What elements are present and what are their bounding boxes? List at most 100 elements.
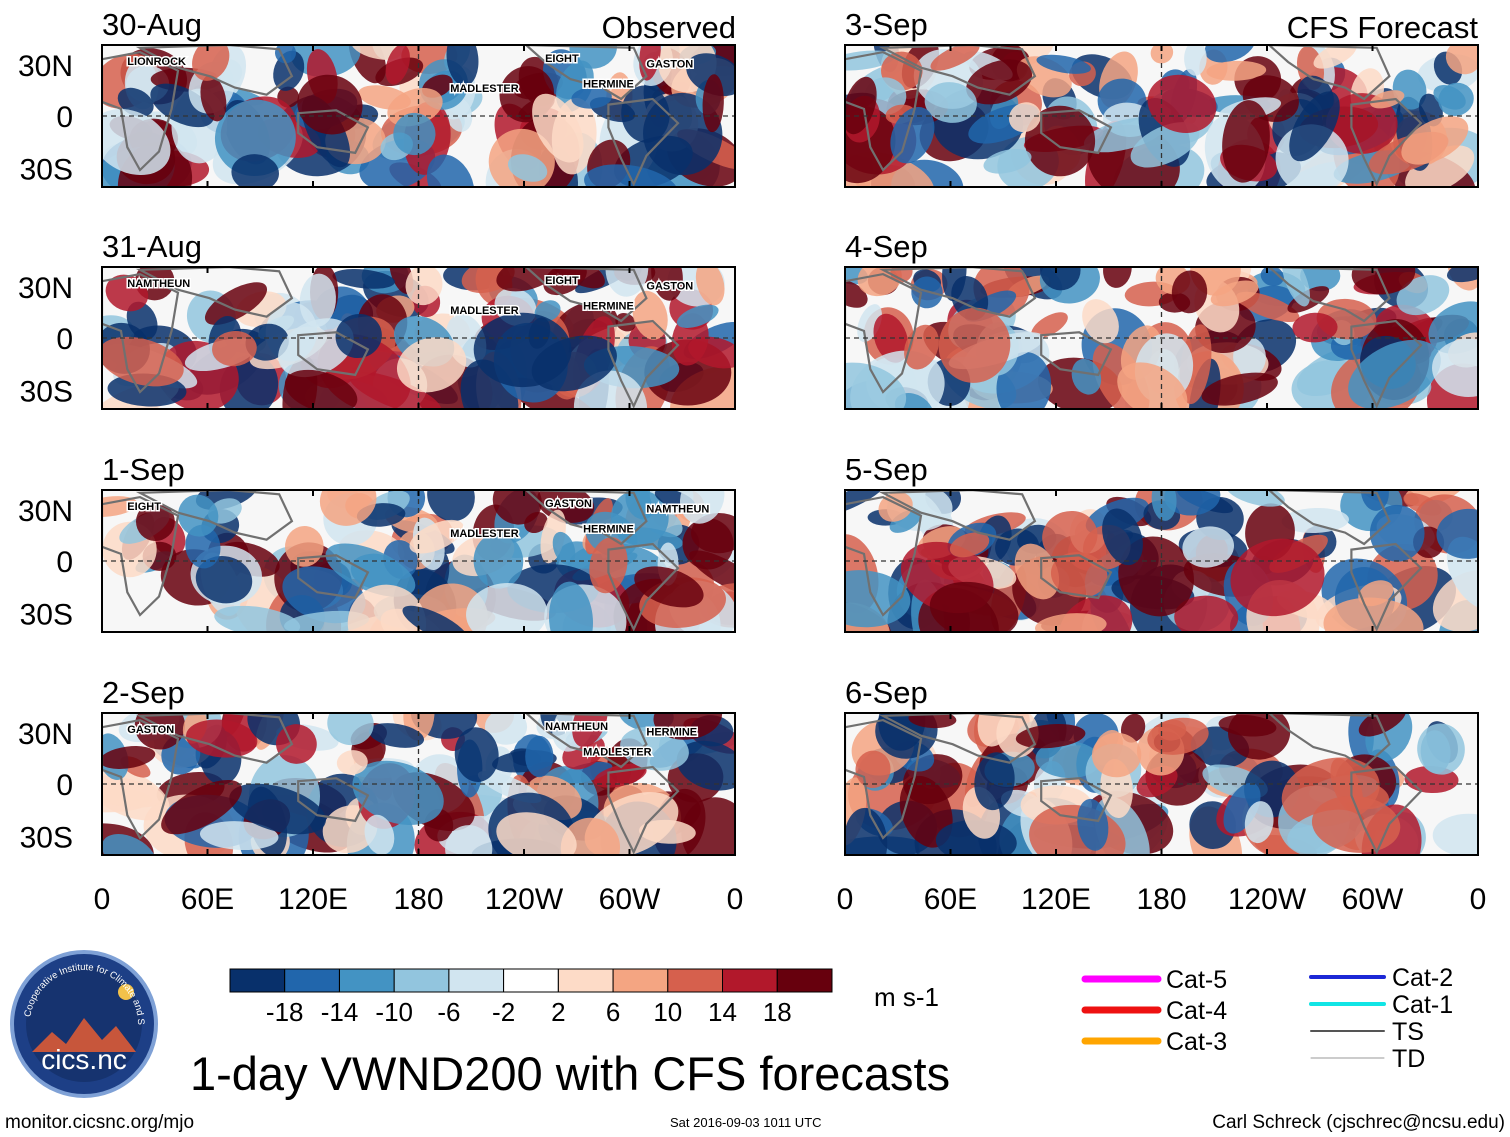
figure-title: 1-day VWND200 with CFS forecasts [190, 1047, 950, 1100]
x-tick-label: 120E [1021, 883, 1091, 916]
storm-label: GASTON [127, 724, 174, 736]
y-tick-label: 30S [20, 599, 73, 632]
x-tick-label: 180 [393, 883, 443, 916]
wind-field [102, 490, 735, 632]
storm-label: NAMTHEUN [127, 278, 190, 290]
colorbar-swatch [284, 968, 340, 993]
logo-text: cics.nc [41, 1044, 127, 1075]
y-tick-label: 0 [56, 323, 73, 356]
legend-label: Cat-1 [1392, 991, 1453, 1019]
map-panel-31-Aug: 31-Aug 30N 0 30S NAMTHEUN EIGHT GASTON HERMINE M… [18, 229, 736, 410]
author-credit: Carl Schreck (cjschrec@ncsu.edu) [1212, 1112, 1505, 1133]
wind-field [845, 45, 1478, 187]
legend-label: TD [1392, 1045, 1425, 1073]
wind-field [102, 45, 735, 187]
colorbar-swatch [393, 968, 450, 993]
map-panel-2-Sep: 2-Sep 30N 0 30S GASTON NAMTHEUN HERMINE MADLEST… [18, 675, 736, 856]
storm-label: GASTON [646, 281, 693, 293]
colorbar-swatch [557, 968, 614, 993]
storm-label: NAMTHEUN [646, 504, 709, 516]
colorbar-label: -10 [375, 997, 413, 1027]
map-panel-4-Sep: 4-Sep [844, 229, 1479, 410]
storm-label: GASTON [545, 498, 592, 510]
x-tick-label: 180 [1136, 883, 1186, 916]
colorbar-label: 10 [653, 997, 682, 1027]
panel-date: 1-Sep [102, 452, 185, 487]
map-panel-1-Sep: 1-Sep 30N 0 30S EIGHT GASTON NAMTHEUN HERMINE MA… [18, 452, 736, 633]
map-panel-5-Sep: 5-Sep [844, 452, 1479, 633]
storm-label: MADLESTER [450, 83, 519, 95]
panel-date: 3-Sep [845, 7, 928, 42]
storm-label: EIGHT [545, 275, 579, 287]
storm-label: LIONROCK [127, 56, 186, 68]
map-panel-6-Sep: 6-Sep [844, 675, 1479, 856]
storm-label: EIGHT [127, 501, 161, 513]
x-tick-label: 120W [1228, 883, 1307, 916]
y-tick-label: 30S [20, 822, 73, 855]
colorbar-swatch [503, 968, 559, 993]
y-tick-label: 30N [18, 718, 73, 751]
storm-label: MADLESTER [450, 305, 519, 317]
wind-field [845, 713, 1478, 855]
colorbar-swatch [229, 968, 286, 993]
y-tick-label: 30S [20, 376, 73, 409]
colorbar-label: -14 [321, 997, 359, 1027]
y-tick-label: 0 [56, 769, 73, 802]
legend-label: Cat-5 [1166, 966, 1227, 994]
legend-label: Cat-3 [1166, 1028, 1227, 1056]
legend-label: TS [1392, 1018, 1424, 1046]
map-panel-3-Sep: 3-Sep [844, 7, 1479, 188]
wind-field [102, 713, 735, 855]
y-tick-label: 30N [18, 495, 73, 528]
panel-date: 6-Sep [845, 675, 928, 710]
storm-label: EIGHT [545, 53, 579, 65]
colorbar-label: 18 [763, 997, 792, 1027]
x-tick-label: 60W [599, 883, 661, 916]
colorbar-label: -18 [266, 997, 304, 1027]
colorbar-label: 2 [551, 997, 565, 1027]
x-tick-label: 60W [1342, 883, 1404, 916]
storm-label: MADLESTER [583, 747, 652, 759]
x-tick-label: 60E [924, 883, 977, 916]
panel-date: 31-Aug [102, 229, 202, 264]
storm-label: HERMINE [583, 301, 634, 313]
storm-label: HERMINE [646, 727, 697, 739]
x-tick-label: 120E [278, 883, 348, 916]
legend-label: Cat-2 [1392, 964, 1453, 992]
y-tick-label: 30N [18, 50, 73, 83]
colorbar-label: 6 [606, 997, 620, 1027]
x-tick-label: 120W [485, 883, 564, 916]
x-tick-label: 0 [94, 883, 111, 916]
panel-date: 30-Aug [102, 7, 202, 42]
colorbar-label: 14 [708, 997, 737, 1027]
storm-label: MADLESTER [450, 528, 519, 540]
x-tick-label: 0 [837, 883, 854, 916]
observed-header: Observed [602, 10, 736, 45]
y-tick-label: 0 [56, 101, 73, 134]
colorbar-swatch [722, 968, 778, 993]
colorbar-swatch [448, 968, 505, 993]
storm-label: HERMINE [583, 79, 634, 91]
x-tick-label: 0 [1470, 883, 1487, 916]
colorbar-swatch [667, 968, 723, 993]
y-tick-label: 30S [20, 154, 73, 187]
legend-label: Cat-4 [1166, 997, 1227, 1025]
wind-field [102, 267, 735, 409]
colorbar-swatch [612, 968, 669, 993]
sun-icon [118, 984, 134, 1000]
colorbar-label: -6 [437, 997, 460, 1027]
forecast-header: CFS Forecast [1287, 10, 1479, 45]
storm-label: HERMINE [583, 524, 634, 536]
colorbar-label: -2 [492, 997, 515, 1027]
wind-field [845, 490, 1478, 632]
colorbar-swatch [776, 968, 833, 993]
map-panel-30-Aug: 30-Aug 30N 0 30S LIONROCK EIGHT GASTON HERMINE M… [18, 7, 736, 188]
timestamp: Sat 2016-09-03 1011 UTC [670, 1115, 822, 1130]
storm-label: GASTON [646, 59, 693, 71]
y-tick-label: 30N [18, 272, 73, 305]
panel-date: 2-Sep [102, 675, 185, 710]
x-tick-label: 60E [181, 883, 234, 916]
colorbar-swatch [339, 968, 395, 993]
website-link[interactable]: monitor.cicsnc.org/mjo [5, 1112, 194, 1133]
